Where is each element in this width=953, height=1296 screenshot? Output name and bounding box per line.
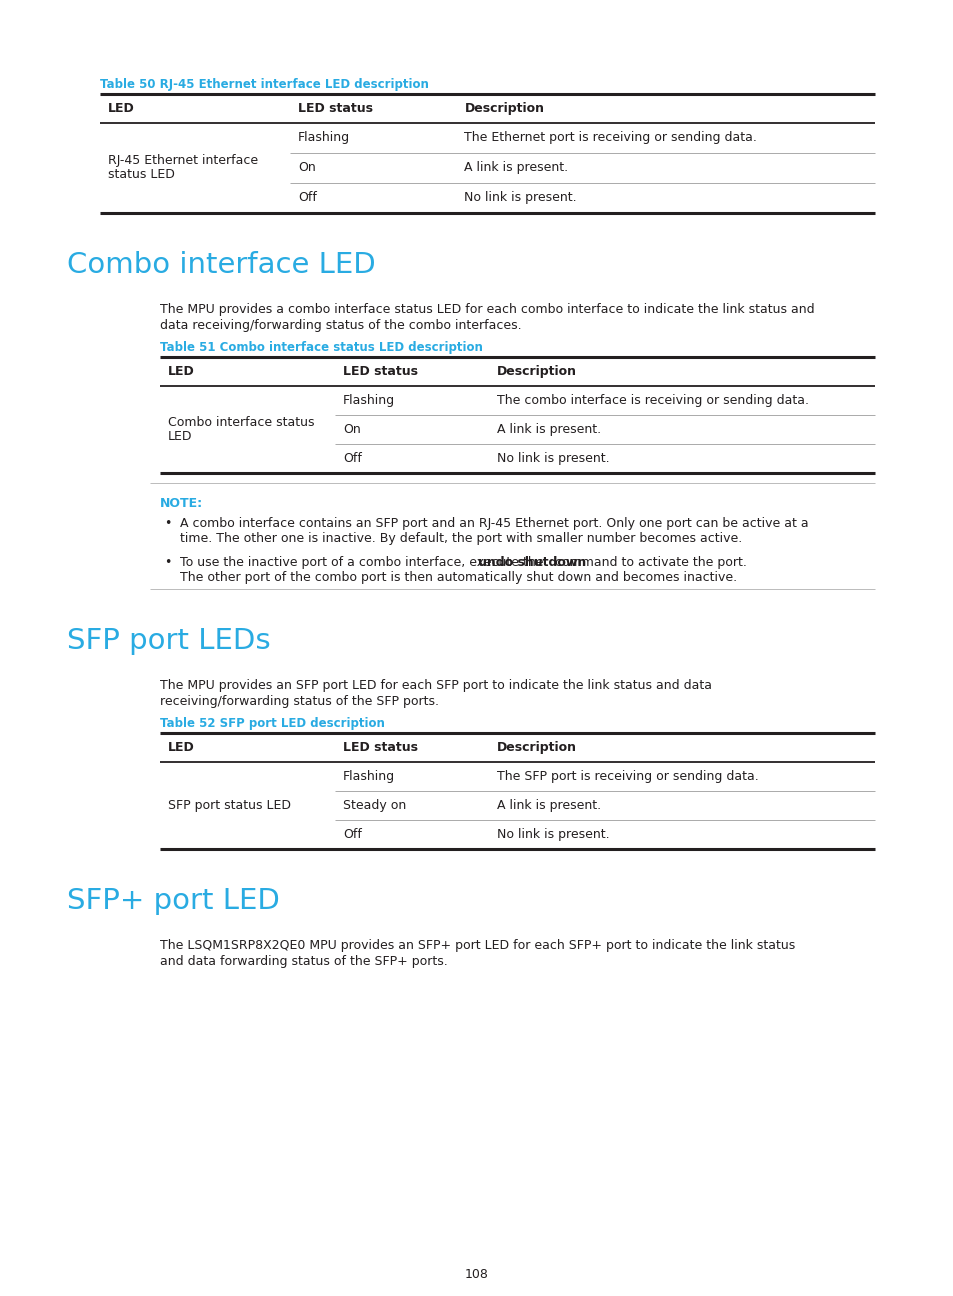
Text: command to activate the port.: command to activate the port.: [550, 556, 746, 569]
Text: LED: LED: [168, 741, 194, 754]
Text: The Ethernet port is receiving or sending data.: The Ethernet port is receiving or sendin…: [464, 131, 757, 144]
Text: •: •: [164, 556, 172, 569]
Text: The MPU provides an SFP port LED for each SFP port to indicate the link status a: The MPU provides an SFP port LED for eac…: [160, 679, 711, 692]
Text: On: On: [297, 161, 315, 174]
Text: SFP port LEDs: SFP port LEDs: [67, 627, 271, 654]
Text: NOTE:: NOTE:: [160, 496, 203, 511]
Text: SFP+ port LED: SFP+ port LED: [67, 886, 279, 915]
Text: Flashing: Flashing: [343, 770, 395, 783]
Text: The SFP port is receiving or sending data.: The SFP port is receiving or sending dat…: [497, 770, 758, 783]
Text: undo shutdown: undo shutdown: [477, 556, 585, 569]
Text: Table 52 SFP port LED description: Table 52 SFP port LED description: [160, 717, 384, 730]
Text: The MPU provides a combo interface status LED for each combo interface to indica: The MPU provides a combo interface statu…: [160, 303, 814, 316]
Text: Off: Off: [343, 452, 362, 465]
Text: RJ-45 Ethernet interface: RJ-45 Ethernet interface: [108, 154, 258, 167]
Text: LED: LED: [168, 365, 194, 378]
Text: A link is present.: A link is present.: [464, 161, 568, 174]
Text: Description: Description: [497, 741, 577, 754]
Text: On: On: [343, 422, 360, 435]
Text: To use the inactive port of a combo interface, execute the: To use the inactive port of a combo inte…: [180, 556, 547, 569]
Text: and data forwarding status of the SFP+ ports.: and data forwarding status of the SFP+ p…: [160, 955, 447, 968]
Text: No link is present.: No link is present.: [464, 191, 577, 203]
Text: The other port of the combo port is then automatically shut down and becomes ina: The other port of the combo port is then…: [180, 572, 737, 584]
Text: SFP port status LED: SFP port status LED: [168, 798, 291, 811]
Text: LED: LED: [108, 102, 134, 115]
Text: A combo interface contains an SFP port and an RJ-45 Ethernet port. Only one port: A combo interface contains an SFP port a…: [180, 517, 808, 530]
Text: LED status: LED status: [297, 102, 373, 115]
Text: The combo interface is receiving or sending data.: The combo interface is receiving or send…: [497, 394, 808, 407]
Text: 108: 108: [464, 1267, 489, 1280]
Text: receiving/forwarding status of the SFP ports.: receiving/forwarding status of the SFP p…: [160, 695, 438, 708]
Text: Off: Off: [343, 828, 362, 841]
Text: A link is present.: A link is present.: [497, 422, 600, 435]
Text: LED status: LED status: [343, 741, 417, 754]
Text: No link is present.: No link is present.: [497, 828, 609, 841]
Text: The LSQM1SRP8X2QE0 MPU provides an SFP+ port LED for each SFP+ port to indicate : The LSQM1SRP8X2QE0 MPU provides an SFP+ …: [160, 940, 795, 953]
Text: LED: LED: [168, 429, 193, 442]
Text: No link is present.: No link is present.: [497, 452, 609, 465]
Text: Off: Off: [297, 191, 316, 203]
Text: status LED: status LED: [108, 168, 174, 181]
Text: LED status: LED status: [343, 365, 417, 378]
Text: Description: Description: [464, 102, 544, 115]
Text: Description: Description: [497, 365, 577, 378]
Text: time. The other one is inactive. By default, the port with smaller number become: time. The other one is inactive. By defa…: [180, 531, 741, 546]
Text: Flashing: Flashing: [297, 131, 350, 144]
Text: •: •: [164, 517, 172, 530]
Text: Steady on: Steady on: [343, 800, 406, 813]
Text: Combo interface status: Combo interface status: [168, 416, 314, 429]
Text: data receiving/forwarding status of the combo interfaces.: data receiving/forwarding status of the …: [160, 319, 521, 332]
Text: Flashing: Flashing: [343, 394, 395, 407]
Text: Combo interface LED: Combo interface LED: [67, 251, 375, 279]
Text: Table 50 RJ-45 Ethernet interface LED description: Table 50 RJ-45 Ethernet interface LED de…: [100, 78, 429, 91]
Text: A link is present.: A link is present.: [497, 800, 600, 813]
Text: Table 51 Combo interface status LED description: Table 51 Combo interface status LED desc…: [160, 341, 482, 354]
